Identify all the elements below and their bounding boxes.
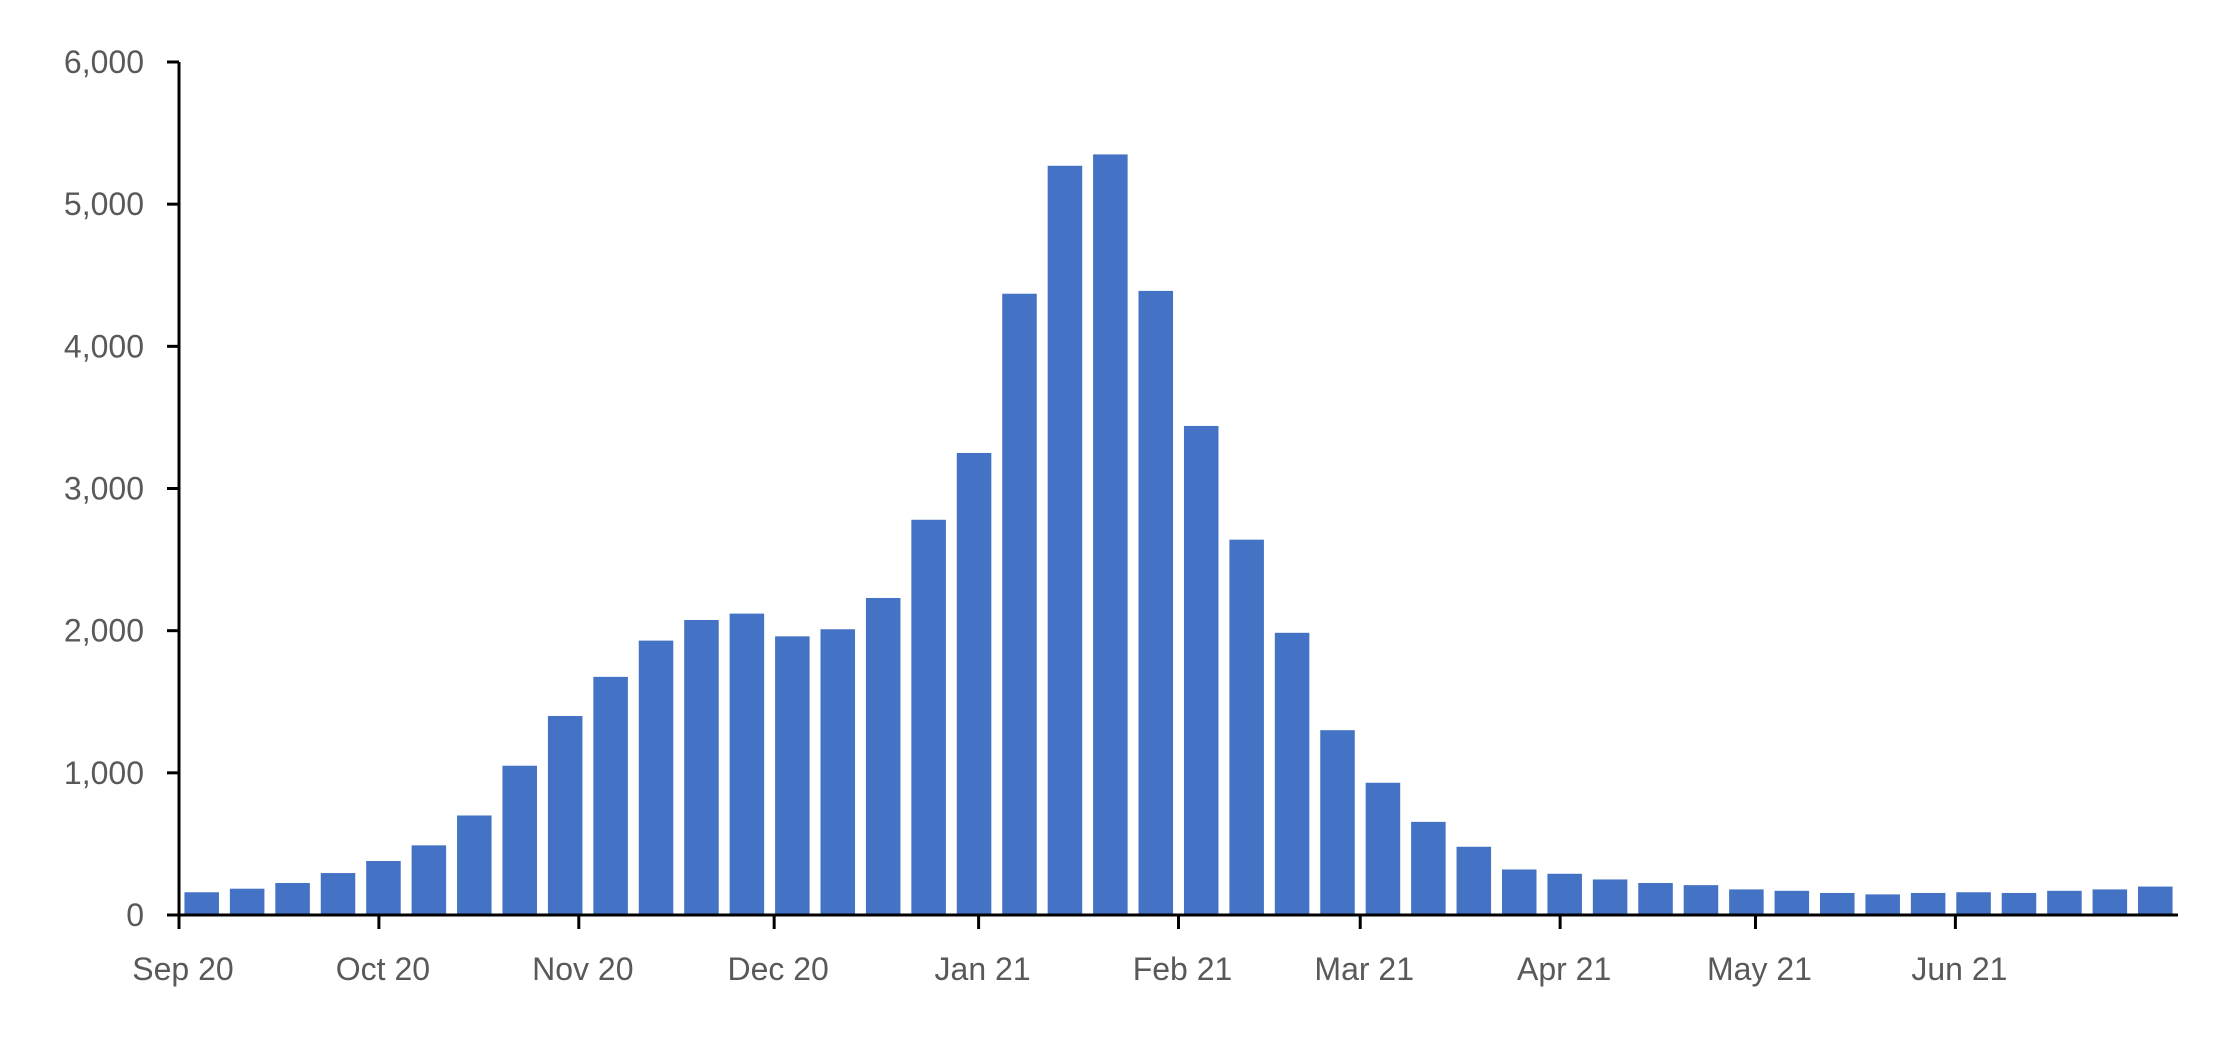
bar-11 bbox=[684, 620, 719, 915]
bar-24 bbox=[1274, 632, 1310, 915]
bar-19 bbox=[1047, 165, 1083, 915]
bar-6 bbox=[457, 815, 492, 915]
bar-31 bbox=[1592, 879, 1628, 915]
bar-37 bbox=[1865, 894, 1900, 915]
bar-10 bbox=[638, 640, 674, 915]
x-tick-label-9: Jun 21 bbox=[1911, 951, 2007, 987]
bar-26 bbox=[1365, 782, 1401, 915]
x-tick-label-1: Oct 20 bbox=[336, 951, 430, 987]
bar-41 bbox=[2047, 890, 2082, 915]
x-tick-label-0: Sep 20 bbox=[132, 951, 233, 987]
bar-34 bbox=[1729, 889, 1764, 915]
bar-9 bbox=[593, 676, 628, 915]
bar-25 bbox=[1320, 730, 1355, 915]
x-tick-label-4: Jan 21 bbox=[935, 951, 1031, 987]
x-tick-label-6: Mar 21 bbox=[1314, 951, 1414, 987]
bar-36 bbox=[1820, 892, 1855, 915]
y-tick-label-0: 0 bbox=[126, 897, 144, 933]
x-axis: Sep 20 Oct 20 Nov 20 Dec 20 Jan 21 Feb 21 Mar … bbox=[132, 913, 2178, 987]
bar-28 bbox=[1456, 846, 1492, 915]
y-tick-label-5: 5,000 bbox=[64, 186, 144, 222]
bar-8 bbox=[547, 715, 583, 915]
bar-32 bbox=[1638, 883, 1673, 915]
bar-14 bbox=[820, 629, 856, 915]
bar-5 bbox=[411, 845, 447, 915]
bar-38 bbox=[1910, 892, 1946, 915]
y-axis: 0 1,000 2,000 3,000 4,000 5,000 6,000 bbox=[64, 44, 181, 933]
bar-15 bbox=[865, 597, 901, 915]
bar-39 bbox=[1956, 892, 1991, 915]
bar-16 bbox=[911, 519, 946, 915]
bar-7 bbox=[502, 765, 537, 915]
bar-3 bbox=[320, 873, 356, 915]
y-tick-label-4: 4,000 bbox=[64, 328, 144, 364]
y-tick-label-6: 6,000 bbox=[64, 44, 144, 80]
bar-42 bbox=[2092, 889, 2128, 915]
bar-33 bbox=[1683, 885, 1719, 915]
bar-27 bbox=[1411, 821, 1446, 915]
bar-23 bbox=[1229, 539, 1264, 915]
bar-21 bbox=[1138, 290, 1174, 915]
bars-group bbox=[184, 154, 2173, 916]
x-tick-label-7: Apr 21 bbox=[1517, 951, 1611, 987]
bar-35 bbox=[1774, 890, 1810, 915]
x-tick-label-2: Nov 20 bbox=[532, 951, 633, 987]
y-tick-label-3: 3,000 bbox=[64, 471, 144, 507]
x-tick-label-5: Feb 21 bbox=[1133, 951, 1233, 987]
x-tick-label-8: May 21 bbox=[1707, 951, 1812, 987]
bar-29 bbox=[1501, 869, 1537, 915]
bar-30 bbox=[1547, 873, 1582, 915]
bar-18 bbox=[1002, 293, 1037, 916]
bar-12 bbox=[729, 613, 765, 915]
bar-20 bbox=[1093, 154, 1128, 915]
y-tick-label-2: 2,000 bbox=[64, 613, 144, 649]
bar-22 bbox=[1183, 425, 1219, 915]
bar-17 bbox=[956, 452, 992, 915]
bar-40 bbox=[2001, 892, 2037, 915]
bar-0 bbox=[184, 892, 219, 915]
x-tick-label-3: Dec 20 bbox=[727, 951, 828, 987]
bar-13 bbox=[775, 636, 810, 915]
y-tick-label-1: 1,000 bbox=[64, 755, 144, 791]
bar-4 bbox=[366, 860, 401, 915]
bar-2 bbox=[275, 883, 310, 915]
bar-1 bbox=[229, 888, 265, 915]
bar-43 bbox=[2138, 886, 2173, 915]
